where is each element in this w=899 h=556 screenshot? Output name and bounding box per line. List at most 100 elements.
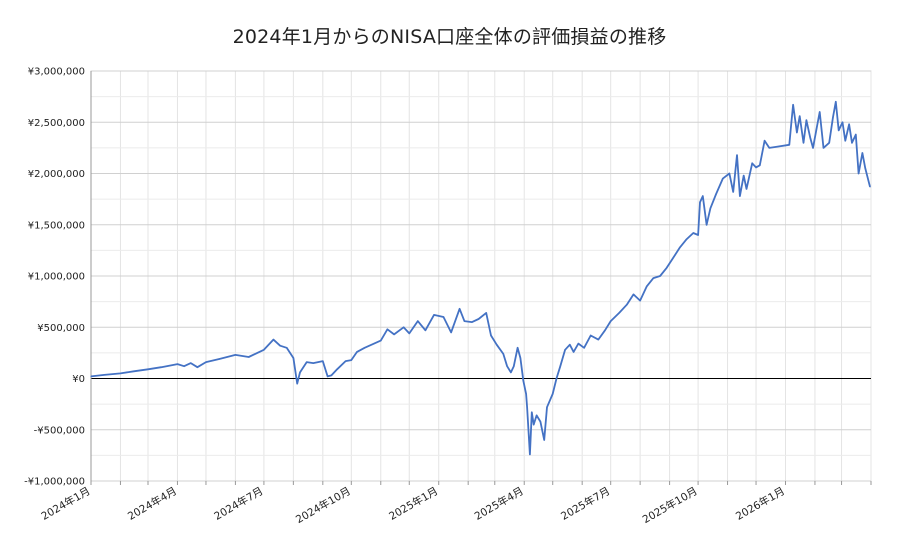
data-point [666,267,668,269]
data-point [652,277,655,279]
data-point [788,144,790,146]
data-point [822,147,825,149]
data-point [597,338,599,341]
data-point [312,362,314,364]
data-point [322,360,324,362]
data-point [463,320,465,322]
data-point [513,365,515,367]
data-point [90,375,92,378]
data-point [147,368,149,370]
data-point [119,372,122,374]
data-point [792,104,794,106]
data-point [790,123,792,125]
data-point [848,123,850,125]
data-point [577,343,579,345]
data-point [555,377,558,380]
data-point [743,174,745,177]
data-point [364,347,366,349]
data-point [516,347,519,349]
data-point [205,361,207,363]
data-point [699,201,701,203]
data-point [739,195,741,197]
x-tick-label: 2024年1月 [39,484,93,522]
data-point [692,232,694,234]
data-point [356,351,358,353]
data-point [552,393,554,395]
data-point [697,234,699,236]
data-point [745,188,748,190]
data-point [459,308,461,310]
data-point [672,256,674,259]
data-point [855,133,857,136]
x-tick-label: 2025年4月 [472,484,526,522]
data-point [450,331,452,333]
data-point [160,366,162,368]
series-line [90,100,871,456]
data-point [639,300,641,302]
data-point [471,321,473,323]
data-point [506,365,508,367]
data-point [861,152,864,154]
data-point [569,344,571,346]
data-point [864,167,866,169]
data-point [196,366,199,368]
data-point [408,332,410,334]
data-point [755,166,757,168]
data-point [519,357,522,359]
data-point [828,142,830,144]
data-point [546,406,548,408]
data-point [573,351,575,353]
data-point [350,359,352,361]
data-point [632,293,635,296]
data-point [539,420,541,423]
data-point [502,353,504,355]
data-point [799,115,801,117]
data-point [590,334,592,337]
data-point [248,356,250,358]
data-point [559,365,561,367]
data-point [618,312,620,314]
data-point [819,111,821,113]
data-point [292,357,294,359]
series-layer [90,100,871,456]
x-tick-label: 2025年1月 [387,484,441,522]
data-point [490,334,492,337]
data-point [709,207,712,209]
data-point [838,129,840,132]
data-point [190,362,192,364]
data-point [564,349,566,351]
data-point [809,137,811,139]
data-point [736,154,738,156]
data-point [525,393,527,395]
data-point [485,312,487,314]
x-tick-label: 2024年10月 [293,484,352,526]
data-point [543,439,545,441]
y-tick-label: ¥2,500,000 [28,118,85,129]
data-point [218,358,220,360]
data-point [535,414,538,416]
y-tick-label: ¥2,000,000 [28,169,85,180]
data-point [869,186,871,188]
data-point [373,343,375,345]
data-point [841,121,844,123]
data-point [702,195,704,197]
data-point [133,370,135,372]
data-point [802,142,805,144]
data-point [763,140,766,142]
data-point [531,411,533,413]
y-tick-label: ¥1,500,000 [28,220,85,231]
data-point [604,329,606,331]
data-point [433,314,435,316]
data-point [768,147,770,149]
data-point [386,328,389,330]
data-point [330,374,332,377]
data-point [393,333,395,336]
data-point [851,142,853,144]
data-point [176,363,179,365]
grid-layer [90,70,872,482]
data-point [659,275,661,277]
data-point [812,147,814,149]
data-point [706,224,708,226]
data-point [796,131,798,134]
